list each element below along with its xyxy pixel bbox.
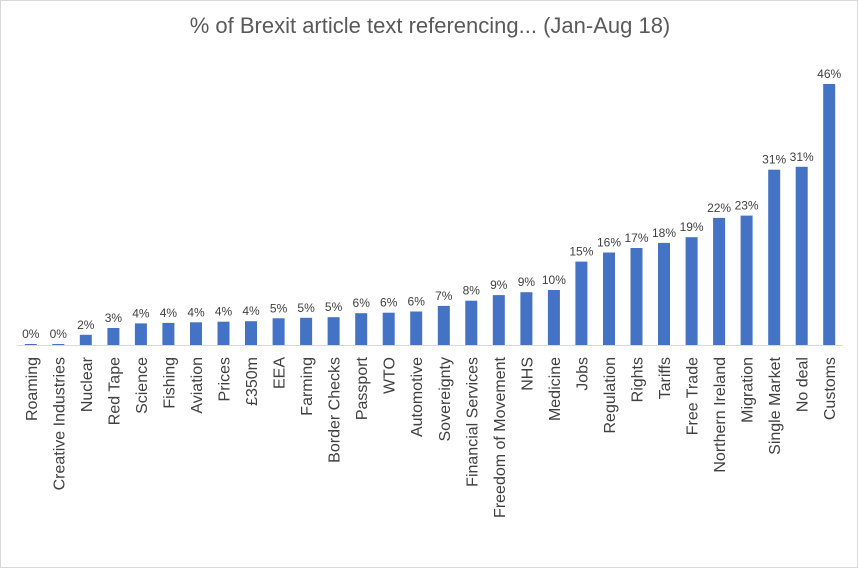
category-tick-label: Red Tape <box>106 357 123 425</box>
category-tick-label: Fishing <box>161 357 178 409</box>
bar <box>134 323 147 345</box>
bar-value-label: 0% <box>22 327 40 341</box>
bar <box>547 290 560 345</box>
bar-value-label: 6% <box>353 296 371 310</box>
bar <box>603 252 615 345</box>
bar-value-label: 10% <box>542 273 566 287</box>
category-tick-label: Medicine <box>547 357 564 421</box>
bar-value-label: 19% <box>680 220 704 234</box>
category-tick-label: EEA <box>272 357 289 389</box>
category-tick-label: Passport <box>354 356 371 420</box>
bar-value-label: 23% <box>735 199 759 213</box>
bar-value-label: 31% <box>762 153 786 167</box>
bar <box>190 322 202 345</box>
bar-value-label: 4% <box>215 305 233 319</box>
bar <box>795 166 808 345</box>
bar <box>79 334 92 345</box>
bar <box>382 312 395 345</box>
category-tick-label: Creative Industries <box>51 357 68 490</box>
bar-value-label: 4% <box>187 305 205 319</box>
bar-value-label: 6% <box>380 296 398 310</box>
category-tick-label: Automotive <box>409 357 426 437</box>
bar <box>658 242 670 345</box>
category-tick-label: £350m <box>244 357 261 406</box>
bar-value-label: 7% <box>435 289 453 303</box>
category-tick-label: Roaming <box>24 357 41 421</box>
category-tick-label: Single Market <box>767 356 784 454</box>
bar-value-label: 31% <box>790 150 814 164</box>
bar-value-label: 4% <box>160 306 178 320</box>
category-tick-label: Border Checks <box>327 357 344 463</box>
bar-value-label: 4% <box>242 304 260 318</box>
bar <box>107 328 120 345</box>
category-tick-label: Aviation <box>189 357 206 414</box>
bar <box>823 84 836 345</box>
value-labels-layer: 0% 0% 2% 3% 4% 4% 4% 4% 4% 5% 5% 5% 6% 6% 6% 7% 8% 9% 9% 10… <box>22 67 841 341</box>
bar <box>520 292 533 345</box>
category-tick-label: Science <box>134 357 151 414</box>
category-tick-label: No deal <box>795 357 812 412</box>
bar <box>630 248 643 345</box>
bar-value-label: 5% <box>297 301 315 315</box>
bar-value-label: 4% <box>132 306 150 320</box>
bar <box>24 344 37 345</box>
category-tick-label: Migration <box>740 357 757 423</box>
bar <box>575 261 588 345</box>
bar-value-label: 22% <box>707 201 731 215</box>
bar-value-label: 8% <box>463 284 481 298</box>
bar <box>52 344 65 345</box>
bar-value-label: 15% <box>569 245 593 259</box>
category-tick-label: Free Trade <box>685 357 702 435</box>
category-tick-label: Prices <box>217 357 234 401</box>
category-tick-label: Nuclear <box>79 356 96 412</box>
bar-value-label: 18% <box>652 226 676 240</box>
bar <box>162 322 175 345</box>
bar-value-label: 9% <box>490 278 508 292</box>
bar-value-label: 16% <box>597 236 621 250</box>
category-tick-label: Freedom of Movement <box>492 356 509 518</box>
category-tick-label: Northern Ireland <box>712 357 729 473</box>
category-labels-layer: Roaming Creative Industries Nuclear Red Tap… <box>24 356 839 518</box>
bar-value-label: 6% <box>408 295 426 309</box>
bar-value-label: 5% <box>325 300 343 314</box>
bar-value-label: 3% <box>105 311 123 325</box>
bar <box>437 305 450 345</box>
bar-value-label: 5% <box>270 301 288 315</box>
category-tick-label: Financial Services <box>464 357 481 487</box>
bar <box>300 317 313 345</box>
bar <box>272 318 285 345</box>
bar <box>768 169 781 345</box>
chart-title: % of Brexit article text referencing... … <box>189 13 671 38</box>
category-tick-label: Rights <box>630 357 647 402</box>
bar <box>217 321 230 345</box>
category-tick-label: Tariffs <box>657 357 674 399</box>
bar <box>410 311 423 345</box>
bar <box>685 237 698 345</box>
bar <box>740 215 753 345</box>
bar <box>245 321 257 345</box>
category-tick-label: NHS <box>519 357 536 391</box>
category-tick-label: Customs <box>822 357 839 420</box>
bar-value-label: 2% <box>77 318 95 332</box>
bar <box>492 295 505 345</box>
bar-value-label: 46% <box>817 67 841 81</box>
bar-value-label: 17% <box>624 231 648 245</box>
category-tick-label: Farming <box>299 357 316 416</box>
bar <box>713 217 726 345</box>
bars-layer <box>24 84 836 345</box>
bar <box>327 317 340 345</box>
category-tick-label: WTO <box>382 357 399 394</box>
bar <box>465 300 478 345</box>
category-tick-label: Jobs <box>574 357 591 391</box>
bar <box>355 313 368 345</box>
category-tick-label: Regulation <box>602 357 619 434</box>
category-tick-label: Sovereignty <box>437 357 454 442</box>
bar-value-label: 0% <box>50 327 68 341</box>
bar-value-label: 9% <box>518 275 536 289</box>
